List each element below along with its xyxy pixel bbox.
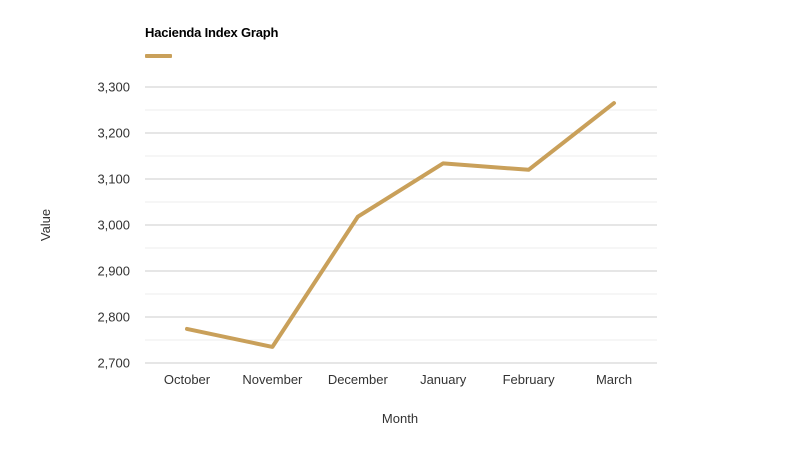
x-tick-label: October [164,372,211,387]
x-tick-label: January [420,372,467,387]
x-tick-label: March [596,372,632,387]
series-lines [185,101,616,349]
y-tick-label: 2,900 [97,264,130,279]
y-tick-label: 3,300 [97,80,130,95]
x-tick-label: November [242,372,303,387]
y-tick-label: 3,200 [97,126,130,141]
y-axis-title: Value [38,209,53,241]
x-tick-label: December [328,372,389,387]
y-tick-label: 3,000 [97,218,130,233]
x-axis-ticks: October November December January February Ma… [164,372,632,387]
y-axis-ticks: 2,700 2,800 2,900 3,000 3,100 3,200 3,300 [97,80,130,371]
series-line [185,101,616,349]
x-axis-title: Month [382,411,418,426]
y-tick-label: 2,700 [97,356,130,371]
y-tick-label: 2,800 [97,310,130,325]
x-tick-label: February [503,372,556,387]
grid-lines [145,86,657,364]
y-tick-label: 3,100 [97,172,130,187]
chart-title: Hacienda Index Graph [145,25,279,40]
legend-swatch [145,54,172,58]
